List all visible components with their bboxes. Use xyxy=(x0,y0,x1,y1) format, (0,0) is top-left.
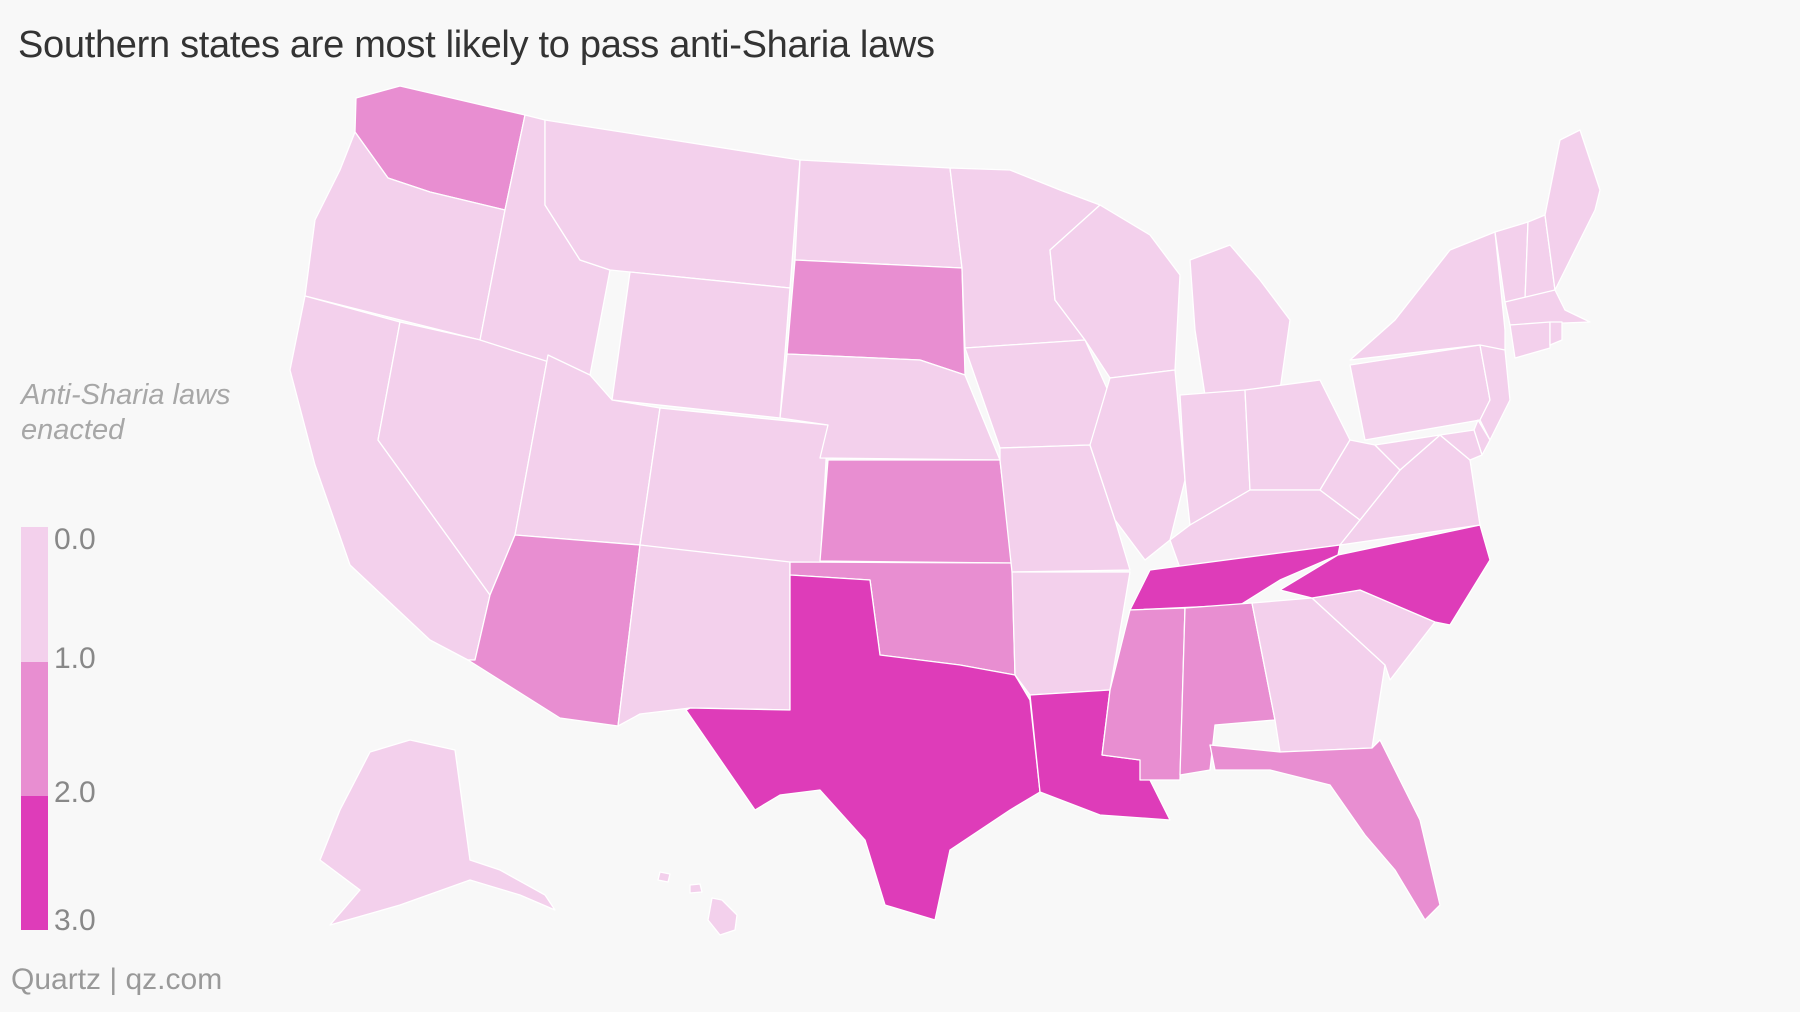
legend-swatch-bin-3 xyxy=(21,796,48,930)
legend-tick-3: 3.0 xyxy=(54,904,96,937)
legend-tick-1: 1.0 xyxy=(54,642,96,675)
state-ar[interactable] xyxy=(1011,571,1131,696)
state-nc[interactable] xyxy=(1279,524,1491,626)
state-tx[interactable] xyxy=(685,574,1041,921)
state-fl[interactable] xyxy=(1209,739,1441,921)
state-ct[interactable] xyxy=(1509,321,1551,359)
state-ks[interactable] xyxy=(819,459,1013,564)
state-co[interactable] xyxy=(639,407,829,571)
state-nm[interactable] xyxy=(617,544,791,727)
legend-title-line-1: Anti-Sharia laws xyxy=(21,379,231,411)
state-ri[interactable] xyxy=(1549,321,1563,346)
legend-swatch-bin-1 xyxy=(21,527,48,662)
state-il[interactable] xyxy=(1089,369,1186,561)
state-wy[interactable] xyxy=(611,271,791,419)
source-credit: Quartz | qz.com xyxy=(11,963,223,996)
state-mi[interactable] xyxy=(1189,244,1291,396)
legend-tick-2: 2.0 xyxy=(54,776,96,809)
legend-swatch-bin-2 xyxy=(21,662,48,796)
state-pa[interactable] xyxy=(1349,344,1491,441)
state-md[interactable] xyxy=(1374,429,1483,471)
state-me[interactable] xyxy=(1544,129,1601,291)
legend-title: Anti-Sharia laws enacted xyxy=(21,378,271,448)
chart-title: Southern states are most likely to pass … xyxy=(18,24,935,66)
state-ny[interactable] xyxy=(1349,231,1506,361)
state-ma[interactable] xyxy=(1504,289,1591,326)
state-hi[interactable] xyxy=(657,871,738,936)
state-ne[interactable] xyxy=(779,353,1001,461)
state-ak[interactable] xyxy=(319,739,556,926)
state-nd[interactable] xyxy=(794,159,963,269)
legend-title-line-2: enacted xyxy=(21,414,125,446)
legend-tick-0: 0.0 xyxy=(54,523,96,556)
